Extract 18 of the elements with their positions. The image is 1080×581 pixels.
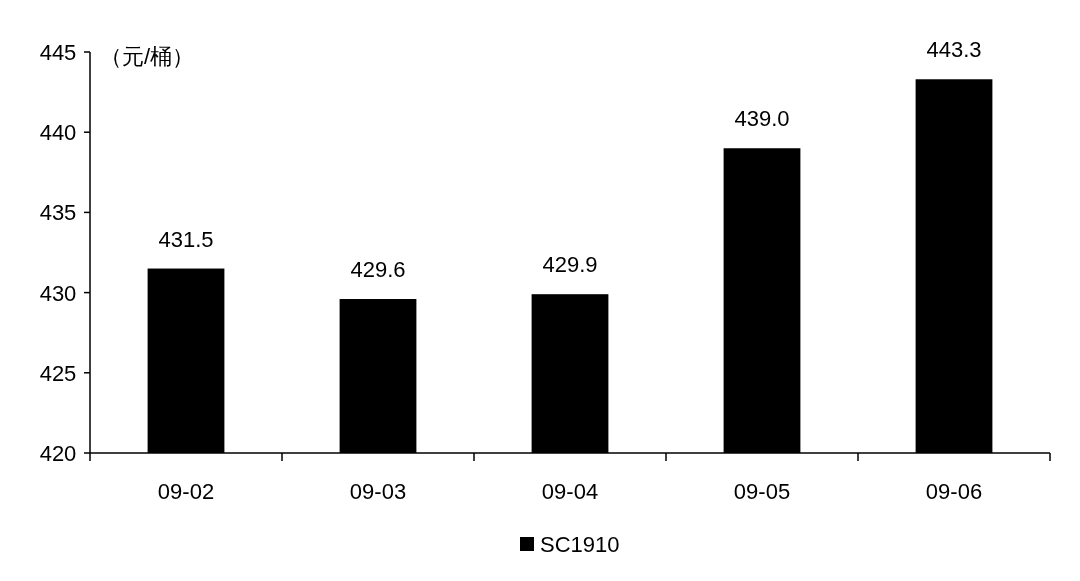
- y-axis-title: （元/桶）: [100, 44, 195, 69]
- x-tick-label: 09-06: [925, 479, 983, 504]
- data-label: 439.0: [734, 106, 790, 132]
- x-tick-label: 09-05: [733, 479, 791, 504]
- y-tick-label: 440: [39, 120, 77, 146]
- y-tick-label: 425: [39, 360, 77, 386]
- data-label: 443.3: [926, 37, 982, 63]
- y-tick-label: 435: [39, 200, 77, 226]
- y-tick-label: 430: [39, 280, 77, 306]
- y-tick-label: 420: [39, 441, 77, 466]
- data-label: 431.5: [158, 226, 214, 252]
- legend-label: SC1910: [540, 532, 620, 557]
- y-tick-label: 445: [39, 40, 77, 65]
- x-tick-label: 09-02: [157, 479, 215, 504]
- data-label: 429.6: [350, 257, 406, 283]
- data-label: 429.9: [542, 252, 598, 278]
- x-tick-label: 09-04: [541, 479, 599, 504]
- x-tick-label: 09-03: [349, 479, 407, 504]
